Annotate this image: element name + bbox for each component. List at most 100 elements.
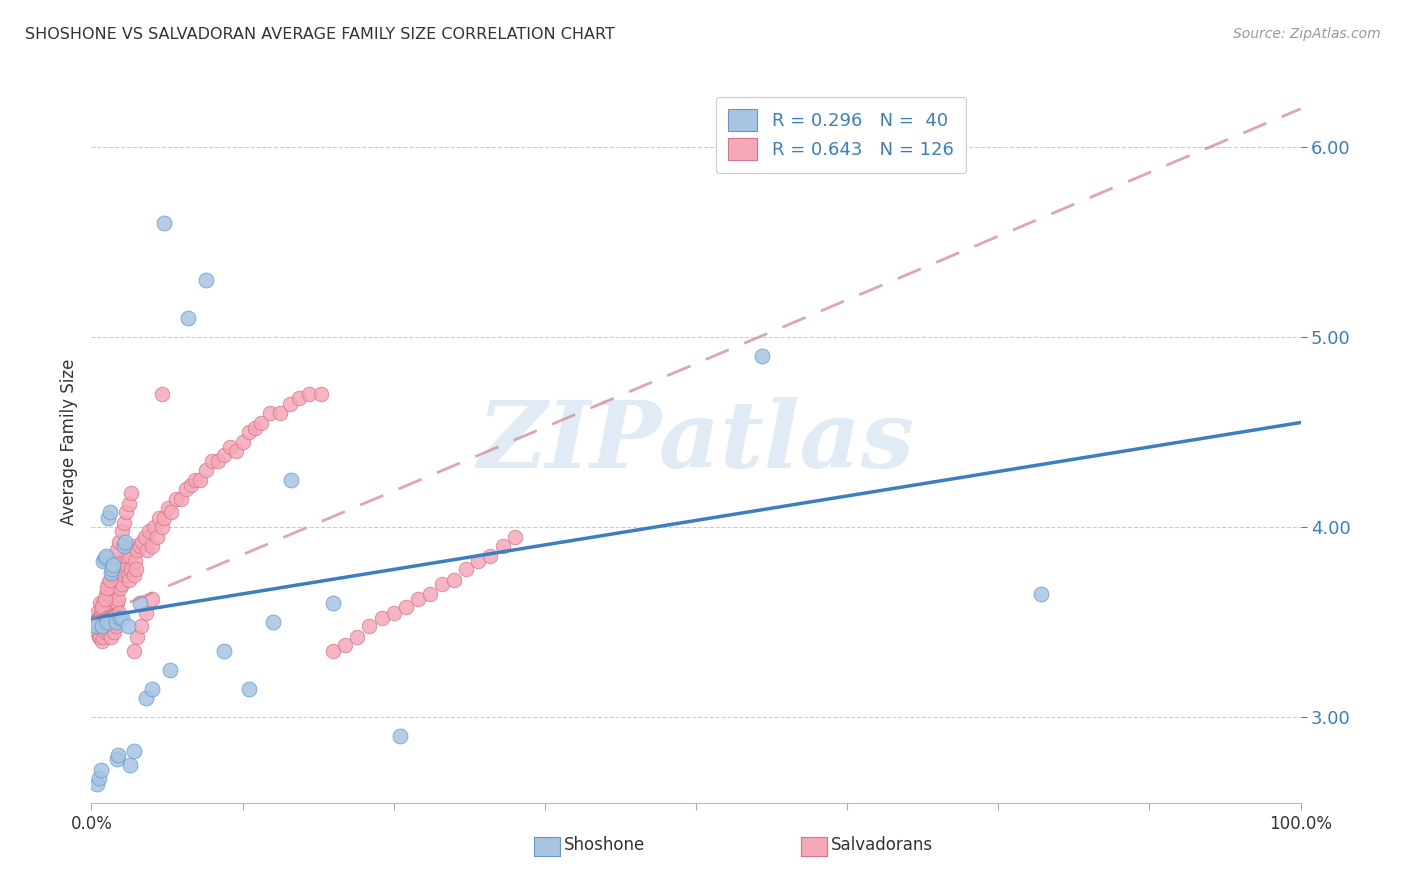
Point xyxy=(751,349,773,363)
Point xyxy=(150,520,173,534)
Point xyxy=(112,539,135,553)
Point xyxy=(120,486,142,500)
Point xyxy=(98,574,121,588)
Point xyxy=(165,491,187,506)
Point xyxy=(89,611,111,625)
Point xyxy=(104,619,127,633)
Point xyxy=(107,574,129,588)
Point xyxy=(108,535,131,549)
Point xyxy=(96,581,118,595)
Point xyxy=(388,729,411,743)
Point xyxy=(278,396,301,410)
Point xyxy=(238,425,260,439)
Point xyxy=(93,631,115,645)
Point xyxy=(184,473,207,487)
Point xyxy=(122,643,145,657)
Point xyxy=(180,478,202,492)
Point xyxy=(97,577,120,591)
Point xyxy=(84,619,107,633)
Point xyxy=(96,615,118,629)
Point xyxy=(86,777,108,791)
Point xyxy=(225,444,247,458)
Point xyxy=(103,624,125,639)
Point xyxy=(214,643,236,657)
Point xyxy=(105,574,128,588)
Point xyxy=(91,619,114,633)
Y-axis label: Average Family Size: Average Family Size xyxy=(59,359,77,524)
Point xyxy=(503,530,526,544)
Point xyxy=(134,530,156,544)
Point xyxy=(127,631,149,645)
Point xyxy=(86,624,108,639)
Point xyxy=(118,497,141,511)
Point xyxy=(159,663,181,677)
Point xyxy=(93,554,115,568)
Point xyxy=(128,596,150,610)
Point xyxy=(346,631,368,645)
Point xyxy=(98,615,121,629)
Point xyxy=(491,539,513,553)
Point xyxy=(100,631,122,645)
Point xyxy=(101,599,124,614)
Point xyxy=(105,596,128,610)
Point xyxy=(120,549,142,563)
Point xyxy=(84,619,107,633)
Legend: R = 0.296   N =  40, R = 0.643   N = 126: R = 0.296 N = 40, R = 0.643 N = 126 xyxy=(716,96,966,173)
Point xyxy=(238,681,260,696)
Point xyxy=(309,387,332,401)
Point xyxy=(101,581,124,595)
Point xyxy=(195,273,218,287)
Point xyxy=(174,482,197,496)
Point xyxy=(104,615,127,629)
Point xyxy=(108,606,131,620)
Point xyxy=(156,501,179,516)
Point xyxy=(243,421,266,435)
Point xyxy=(112,567,135,582)
Point xyxy=(100,566,122,580)
Point xyxy=(117,619,139,633)
Point xyxy=(114,535,136,549)
Point xyxy=(335,638,357,652)
Point xyxy=(1029,587,1052,601)
Point xyxy=(107,748,129,763)
Point xyxy=(115,549,138,563)
Point xyxy=(153,216,176,230)
Point xyxy=(136,542,159,557)
Point xyxy=(94,587,117,601)
Point xyxy=(111,611,132,625)
Point xyxy=(93,592,115,607)
Point xyxy=(101,611,124,625)
Point xyxy=(96,615,118,629)
Point xyxy=(141,539,163,553)
Point xyxy=(84,615,107,629)
Point xyxy=(97,510,120,524)
Point xyxy=(359,619,381,633)
Point xyxy=(121,539,143,553)
Point xyxy=(98,592,121,607)
Point xyxy=(115,505,138,519)
Text: SHOSHONE VS SALVADORAN AVERAGE FAMILY SIZE CORRELATION CHART: SHOSHONE VS SALVADORAN AVERAGE FAMILY SI… xyxy=(25,27,616,42)
Point xyxy=(201,453,224,467)
Point xyxy=(101,562,124,576)
Point xyxy=(101,558,124,573)
Point xyxy=(86,606,108,620)
Point xyxy=(103,554,125,568)
Point xyxy=(93,624,115,639)
Point xyxy=(195,463,218,477)
Point xyxy=(430,577,453,591)
Point xyxy=(456,562,478,576)
Point xyxy=(96,592,118,607)
Point xyxy=(141,592,163,607)
Point xyxy=(112,516,135,531)
Point xyxy=(90,619,112,633)
Point xyxy=(479,549,502,563)
Point xyxy=(101,619,124,633)
Point xyxy=(219,440,242,454)
Point xyxy=(122,744,145,758)
Point xyxy=(148,510,170,524)
Point xyxy=(129,619,152,633)
Point xyxy=(419,587,441,601)
Point xyxy=(214,448,236,462)
Point xyxy=(143,520,166,534)
Point xyxy=(111,524,132,538)
